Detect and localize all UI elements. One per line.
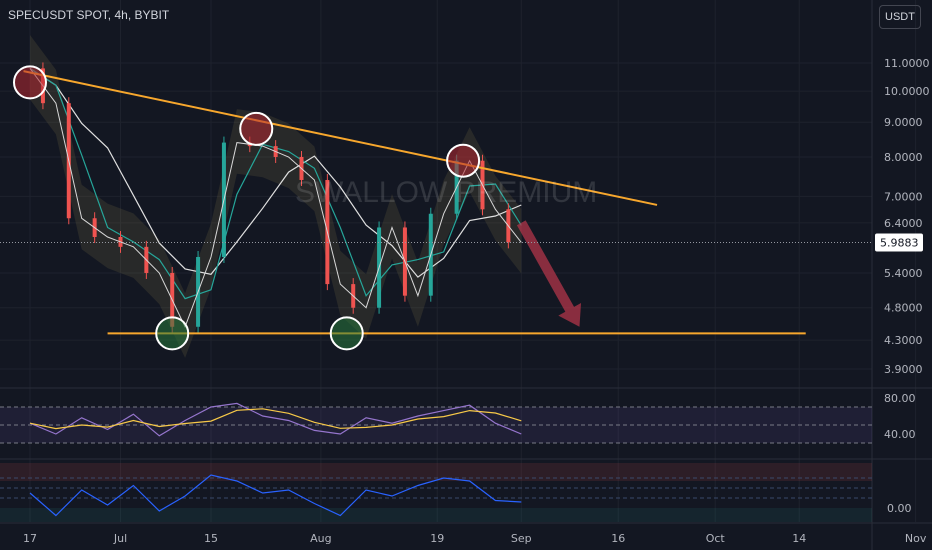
rsi-axis-label: 40.00 <box>884 428 916 441</box>
rsi-line <box>29 402 522 437</box>
time-axis-label: 19 <box>430 532 444 545</box>
symbol-title: SPECUSDT SPOT, 4h, BYBIT <box>8 8 170 22</box>
time-axis-label: 16 <box>611 532 625 545</box>
time-axis-label: Oct <box>706 532 726 545</box>
rsi-signal-line <box>29 408 522 430</box>
price-axis-label: 10.0000 <box>884 85 930 98</box>
time-axis-label: 17 <box>23 532 37 545</box>
resistance-trendline <box>23 70 658 206</box>
swing-high-marker <box>13 65 47 100</box>
currency-button[interactable]: USDT <box>879 5 921 29</box>
price-axis-label: 8.0000 <box>884 151 923 164</box>
time-axis-label: Nov <box>905 532 927 545</box>
time-axis-label: 15 <box>204 532 218 545</box>
time-axis-label: Aug <box>310 532 331 545</box>
price-axis-label: 6.4000 <box>884 217 923 230</box>
price-axis-label: 4.3000 <box>884 334 923 347</box>
price-axis-label: 7.0000 <box>884 190 923 203</box>
price-axis-label: 9.0000 <box>884 116 923 129</box>
time-axis-label: Sep <box>511 532 532 545</box>
macd-axis-label: 0.00 <box>887 502 912 515</box>
price-axis-label: 11.0000 <box>884 57 930 70</box>
swing-low-marker <box>155 316 190 351</box>
projection-arrow <box>516 220 582 327</box>
swing-high-marker <box>239 111 274 146</box>
price-axis-label: 5.4000 <box>884 267 923 280</box>
price-envelope <box>30 35 522 358</box>
price-line <box>29 68 522 329</box>
watermark: SWALLOW PREMIUM <box>295 176 598 209</box>
swing-high-marker <box>446 143 481 178</box>
price-axis-label: 3.9000 <box>884 363 923 376</box>
last-price-tag <box>875 233 923 252</box>
macd-lower-zone <box>0 508 872 522</box>
price-axis-label: 4.8000 <box>884 302 923 315</box>
rsi-axis-label: 80.00 <box>884 392 916 405</box>
swing-low-marker <box>329 316 364 351</box>
macd-line <box>29 474 522 517</box>
last-price-label: 5.9883 <box>880 236 919 249</box>
moving-average-long <box>29 67 522 278</box>
time-axis-label: 14 <box>792 532 806 545</box>
time-axis-label: Jul <box>113 532 127 545</box>
